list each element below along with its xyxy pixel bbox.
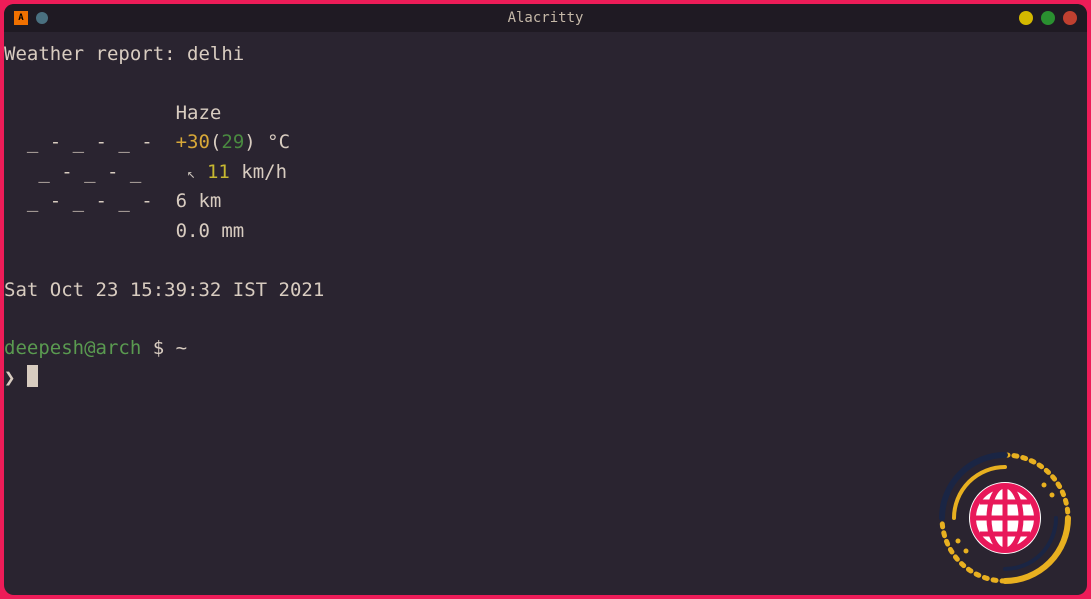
weather-report-label: Weather report:: [4, 43, 176, 65]
app-icon: A: [14, 11, 28, 25]
wind-speed: 11: [207, 161, 230, 183]
blank-line-2: [4, 246, 1087, 275]
prompt-symbol: ❯: [4, 367, 15, 389]
datetime-line: Sat Oct 23 15:39:32 IST 2021: [4, 276, 1087, 305]
haze-art-3: _ - _ - _ -: [4, 190, 164, 212]
temp-unit: °C: [256, 131, 290, 153]
weather-visibility-line: _ - _ - _ - 6 km: [4, 187, 1087, 216]
terminal-output[interactable]: Weather report: delhi Haze _ - _ - _ - +…: [4, 32, 1087, 595]
window-title: Alacritty: [508, 10, 584, 26]
title-indicator-dot: [36, 12, 48, 24]
close-button[interactable]: [1063, 11, 1077, 25]
weather-temp-line: _ - _ - _ - +30(29) °C: [4, 128, 1087, 157]
titlebar: A Alacritty: [4, 4, 1087, 32]
temp-feels: 29: [221, 131, 244, 153]
app-icon-letter: A: [18, 13, 23, 23]
weather-condition: Haze: [176, 102, 222, 124]
weather-wind-line: _ - _ - _ ↖ 11 km/h: [4, 158, 1087, 187]
weather-report-line: Weather report: delhi: [4, 40, 1087, 69]
visibility: 6 km: [176, 190, 222, 212]
prompt-line: deepesh@arch $ ~: [4, 334, 1087, 363]
terminal-window: A Alacritty Weather report: delhi Haze _…: [4, 4, 1087, 595]
wind-unit: km/h: [230, 161, 287, 183]
precipitation: 0.0 mm: [176, 220, 245, 242]
temp-feels-close: ): [244, 131, 255, 153]
titlebar-left: A: [14, 11, 48, 25]
prompt-input-line: ❯: [4, 364, 1087, 393]
haze-art-1: _ - _ - _ -: [4, 131, 164, 153]
prompt-user-host: deepesh@arch: [4, 337, 141, 359]
temp-feels-open: (: [210, 131, 221, 153]
weather-precip-line: 0.0 mm: [4, 217, 1087, 246]
weather-condition-line: Haze: [4, 99, 1087, 128]
cursor: [27, 365, 38, 387]
window-controls: [1019, 11, 1077, 25]
temp-actual: +30: [176, 131, 210, 153]
minimize-button[interactable]: [1019, 11, 1033, 25]
blank-line: [4, 69, 1087, 98]
wind-arrow-icon: ↖: [187, 166, 195, 182]
blank-line-3: [4, 305, 1087, 334]
prompt-path: ~: [176, 337, 187, 359]
maximize-button[interactable]: [1041, 11, 1055, 25]
haze-art-2: _ - _ - _: [4, 161, 164, 183]
weather-location: delhi: [187, 43, 244, 65]
globe-logo-icon: [934, 447, 1076, 589]
datetime: Sat Oct 23 15:39:32 IST 2021: [4, 279, 324, 301]
prompt-separator: $: [141, 337, 175, 359]
